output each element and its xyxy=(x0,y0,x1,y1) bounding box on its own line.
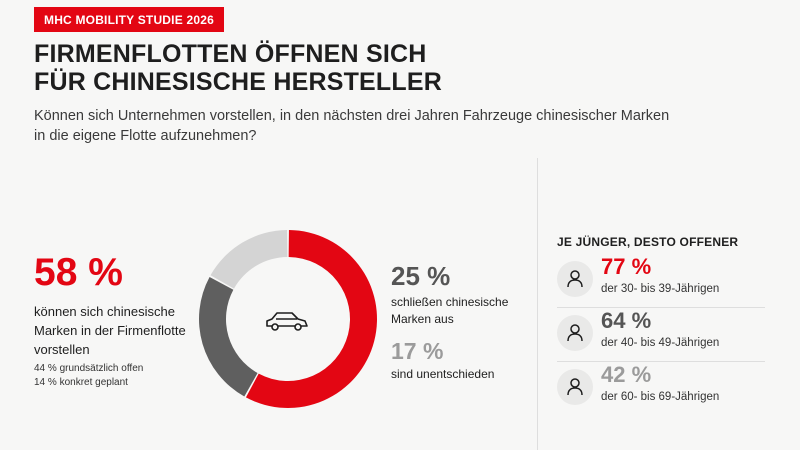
donut-chart xyxy=(198,230,378,408)
undecided-description: sind unentschieden xyxy=(391,367,495,381)
page-title: FIRMENFLOTTEN ÖFFNEN SICH FÜR CHINESISCH… xyxy=(34,40,442,96)
age-row-label: der 30- bis 39-Jährigen xyxy=(601,283,720,295)
person-icon xyxy=(557,369,593,405)
study-badge: MHC MOBILITY STUDIE 2026 xyxy=(34,7,224,32)
title-line-2: FÜR CHINESISCHE HERSTELLER xyxy=(34,68,443,96)
car-icon xyxy=(266,312,308,331)
age-section-heading: JE JÜNGER, DESTO OFFENER xyxy=(557,235,739,249)
survey-question: Können sich Unternehmen vorstellen, in d… xyxy=(34,108,670,144)
donut-slice-reject xyxy=(198,276,258,397)
open-description: können sich chinesische Marken in der Fi… xyxy=(34,304,186,357)
title-line-1: FIRMENFLOTTEN ÖFFNEN SICH xyxy=(34,40,427,68)
donut-slice-open xyxy=(245,230,378,408)
reject-percent: 25 % xyxy=(391,261,451,291)
undecided-percent: 17 % xyxy=(391,338,444,364)
detail-open-in-principle: 44 % grundsätzlich offen xyxy=(34,363,144,374)
age-row-percent: 77 % xyxy=(601,254,652,279)
person-icon xyxy=(557,261,593,297)
age-row-30-39: 77 % der 30- bis 39-Jährigen xyxy=(557,253,765,308)
open-percent: 58 % xyxy=(34,251,123,294)
age-row-percent: 64 % xyxy=(601,308,652,333)
donut-slice-undecided xyxy=(210,230,288,289)
age-row-label: der 60- bis 69-Jährigen xyxy=(601,391,720,403)
age-row-40-49: 64 % der 40- bis 49-Jährigen xyxy=(557,307,765,362)
person-icon xyxy=(557,315,593,351)
detail-concretely-planned: 14 % konkret geplant xyxy=(34,377,128,388)
reject-description: schließen chinesische Marken aus xyxy=(391,295,509,326)
age-row-label: der 40- bis 49-Jährigen xyxy=(601,337,720,349)
vertical-divider xyxy=(537,158,538,450)
age-row-60-69: 42 % der 60- bis 69-Jährigen xyxy=(557,361,765,415)
age-row-percent: 42 % xyxy=(601,362,652,387)
